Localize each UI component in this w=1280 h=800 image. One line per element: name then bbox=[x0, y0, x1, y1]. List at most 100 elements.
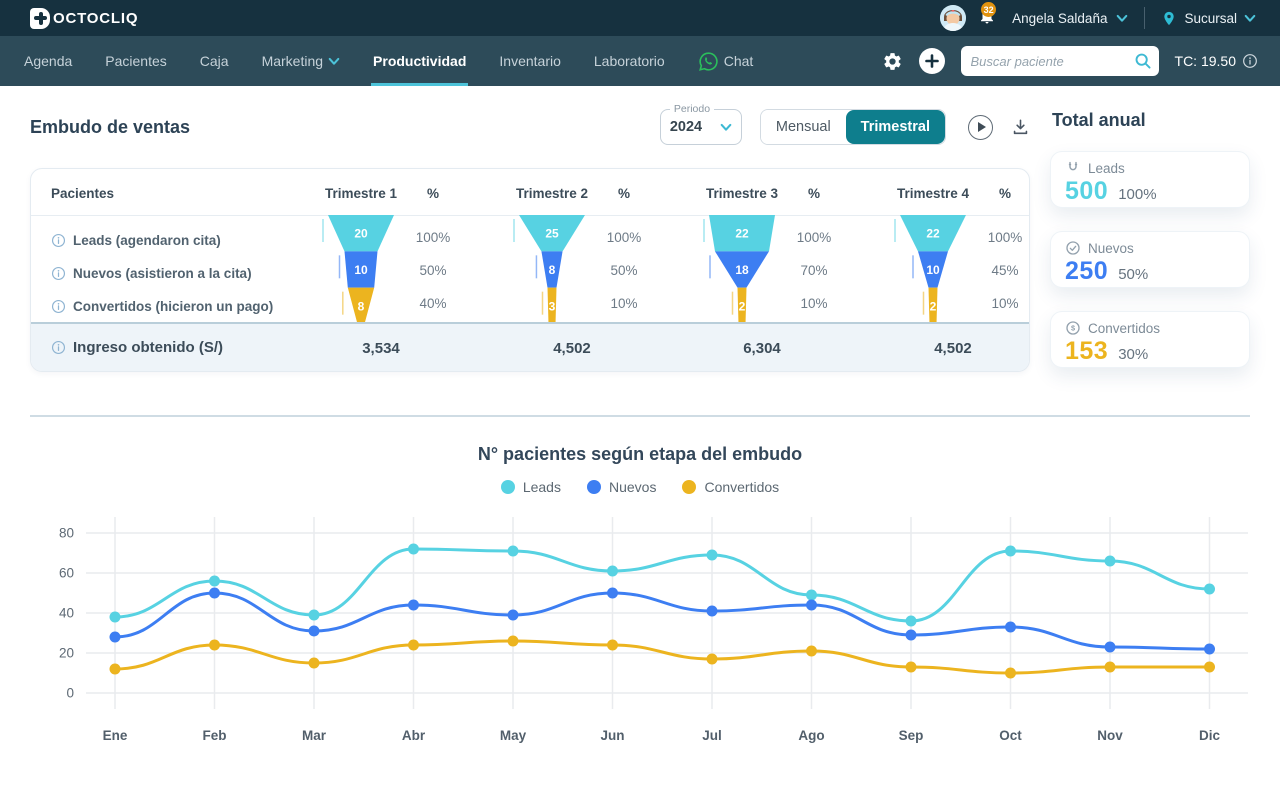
svg-text:60: 60 bbox=[59, 565, 74, 580]
total-percent: 30% bbox=[1118, 346, 1149, 363]
page-title: Embudo de ventas bbox=[30, 116, 191, 137]
doctocliq-logo[interactable]: OCTOCLIQ bbox=[30, 7, 139, 29]
quarter3-header: Trimestre 3 bbox=[705, 186, 779, 201]
line-chart: 0 20 40 60 80 Ene Feb Mar Abr May Jun Jul Ago Sep Oct N… bbox=[59, 516, 1248, 743]
pct-convertidos-q2: 10% bbox=[610, 296, 638, 311]
play-icon bbox=[977, 122, 986, 132]
legend-dot bbox=[682, 479, 697, 494]
nav-item-marketing[interactable]: Marketing bbox=[260, 36, 342, 86]
add-button[interactable] bbox=[918, 48, 945, 74]
pct-convertidos-q3: 10% bbox=[800, 296, 828, 311]
logo-d-icon bbox=[30, 7, 50, 29]
funnel-stage-chart-section: N° pacientes según etapa del embudo Lead… bbox=[30, 444, 1250, 751]
main-content: Embudo de ventas Periodo 2024 Mensual Tr… bbox=[0, 86, 1280, 751]
svg-text:80: 80 bbox=[59, 525, 74, 540]
chevron-down-icon bbox=[720, 123, 732, 131]
funnel-table-card: Pacientes Trimestre 1 % Trimestre 2 % Tr… bbox=[30, 168, 1030, 372]
income-q2: 4,502 bbox=[553, 340, 591, 357]
notification-count-badge: 32 bbox=[981, 2, 997, 17]
chevron-down-icon bbox=[1117, 14, 1128, 22]
location-pin-icon bbox=[1164, 11, 1175, 25]
play-button[interactable] bbox=[968, 114, 993, 140]
annual-totals: Total anual Leads 500 100% bbox=[1050, 86, 1250, 391]
plus-icon bbox=[924, 54, 939, 68]
exchange-rate-label: TC: 19.50 bbox=[1174, 53, 1236, 69]
legend-item-leads[interactable]: Leads bbox=[500, 479, 561, 495]
total-label: Convertidos bbox=[1088, 320, 1161, 336]
logo-text: OCTOCLIQ bbox=[53, 9, 139, 27]
svg-text:40: 40 bbox=[59, 605, 74, 620]
chevron-down-icon bbox=[1244, 14, 1256, 22]
svg-text:18: 18 bbox=[735, 263, 749, 277]
svg-text:Nov: Nov bbox=[1097, 728, 1123, 743]
nav-item-inventario[interactable]: Inventario bbox=[499, 53, 561, 69]
svg-text:10: 10 bbox=[354, 263, 368, 277]
info-icon[interactable] bbox=[1242, 53, 1258, 69]
svg-text:20: 20 bbox=[354, 227, 368, 241]
svg-text:$: $ bbox=[1071, 324, 1075, 333]
svg-text:22: 22 bbox=[735, 227, 749, 241]
row-label-convertidos: Convertidos (hicieron un pago) bbox=[51, 296, 273, 316]
quarter1-header: Trimestre 1 bbox=[324, 186, 398, 201]
income-row: Ingreso obtenido (S/) 3,534 4,502 6,304 … bbox=[31, 322, 1029, 371]
monthly-toggle-button[interactable]: Mensual bbox=[760, 110, 846, 144]
svg-text:3: 3 bbox=[549, 299, 556, 313]
notifications-bell[interactable]: 32 bbox=[978, 2, 1000, 30]
info-icon[interactable] bbox=[51, 340, 66, 355]
search-input[interactable] bbox=[960, 46, 1159, 76]
total-value: 500 bbox=[1065, 177, 1109, 205]
download-button[interactable] bbox=[1011, 117, 1030, 137]
chart-title: N° pacientes según etapa del embudo bbox=[477, 443, 803, 464]
svg-text:Abr: Abr bbox=[402, 728, 426, 743]
percent-header: % bbox=[617, 186, 630, 201]
nav-item-chat[interactable]: Chat bbox=[696, 36, 756, 86]
download-icon bbox=[1013, 119, 1028, 135]
info-icon[interactable] bbox=[51, 233, 66, 248]
period-select[interactable]: Periodo 2024 bbox=[659, 103, 742, 145]
legend-item-nuevos[interactable]: Nuevos bbox=[586, 479, 656, 495]
income-q3: 6,304 bbox=[743, 340, 781, 357]
quarter4-header: Trimestre 4 bbox=[896, 186, 970, 201]
funnel-quarter-4: 22 10 2 bbox=[894, 215, 966, 324]
period-value: 2024 bbox=[669, 119, 703, 135]
pct-convertidos-q4: 10% bbox=[991, 296, 1019, 311]
info-icon[interactable] bbox=[51, 266, 66, 281]
annual-totals-title: Total anual bbox=[1052, 110, 1146, 130]
income-q1: 3,534 bbox=[362, 340, 400, 357]
svg-text:Jun: Jun bbox=[600, 728, 624, 743]
pct-nuevos-q3: 70% bbox=[800, 263, 828, 278]
quarter2-header: Trimestre 2 bbox=[515, 186, 589, 201]
percent-header: % bbox=[426, 186, 439, 201]
svg-text:25: 25 bbox=[545, 227, 559, 241]
section-divider bbox=[30, 415, 1250, 417]
nav-item-agenda[interactable]: Agenda bbox=[24, 53, 73, 69]
pct-nuevos-q4: 45% bbox=[991, 263, 1019, 278]
info-icon[interactable] bbox=[51, 299, 66, 314]
nav-item-pacientes[interactable]: Pacientes bbox=[105, 53, 167, 69]
search-icon[interactable] bbox=[1134, 52, 1152, 75]
pct-leads-q1: 100% bbox=[415, 230, 451, 245]
svg-text:Sep: Sep bbox=[899, 728, 924, 743]
income-label: Ingreso obtenido (S/) bbox=[51, 339, 223, 356]
svg-text:22: 22 bbox=[926, 227, 940, 241]
settings-button[interactable] bbox=[882, 51, 903, 72]
branch-selector[interactable]: Sucursal bbox=[1161, 9, 1256, 28]
funnel-quarter-3: 22 18 2 bbox=[703, 215, 775, 324]
total-label: Leads bbox=[1088, 160, 1125, 176]
svg-text:2: 2 bbox=[930, 299, 937, 313]
svg-text:20: 20 bbox=[59, 645, 74, 660]
legend-dot bbox=[500, 479, 515, 494]
user-avatar[interactable] bbox=[940, 5, 967, 31]
quarterly-toggle-button[interactable]: Trimestral bbox=[845, 110, 945, 144]
dollar-circle-icon: $ bbox=[1066, 321, 1080, 335]
legend-item-convertidos[interactable]: Convertidos bbox=[682, 479, 779, 495]
nav-item-caja[interactable]: Caja bbox=[199, 53, 229, 69]
funnel-quarter-2: 25 8 3 bbox=[513, 215, 585, 324]
total-card-leads: Leads 500 100% bbox=[1050, 151, 1250, 208]
divider bbox=[1144, 7, 1146, 29]
nav-item-laboratorio[interactable]: Laboratorio bbox=[593, 53, 665, 69]
svg-text:Jul: Jul bbox=[702, 728, 722, 743]
user-menu[interactable]: Angela Saldaña bbox=[1012, 11, 1128, 26]
nav-item-productividad[interactable]: Productividad bbox=[371, 36, 469, 86]
total-value: 250 bbox=[1065, 257, 1109, 285]
